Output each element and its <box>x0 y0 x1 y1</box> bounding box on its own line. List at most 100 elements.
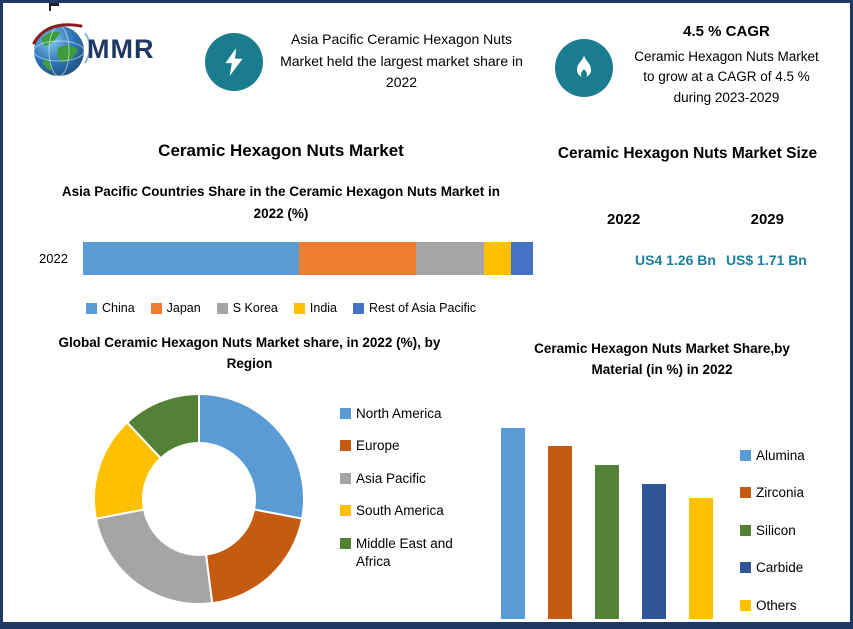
bar-alumina <box>501 427 525 619</box>
legend-label-south-america: South America <box>356 503 444 519</box>
stacked-bar-row: 2022 <box>21 242 541 276</box>
legend-label-alumina: Alumina <box>756 447 805 463</box>
legend-item-europe: Europe <box>340 437 480 455</box>
legend-swatch-asia-pacific <box>340 472 351 484</box>
material-chart-title: Ceramic Hexagon Nuts Market Share,by Mat… <box>534 341 790 377</box>
cagr-block: 4.5 % CAGR Ceramic Hexagon Nuts Market t… <box>629 23 824 108</box>
stacked-segment-china <box>83 242 299 276</box>
market-size-year-start: 2022 <box>607 211 641 228</box>
corner-mark <box>49 3 59 11</box>
market-size-title: Ceramic Hexagon Nuts Market Size <box>557 145 818 162</box>
legend-label-others: Others <box>756 598 797 614</box>
market-size-years: 2022 2029 <box>535 211 840 228</box>
market-size-section: Ceramic Hexagon Nuts Market Size 2022 20… <box>535 145 840 268</box>
donut-segment-middle-east-and-africa <box>125 392 200 460</box>
legend-swatch-north-america <box>340 407 351 419</box>
legend-swatch-japan <box>150 302 162 314</box>
stacked-segment-japan <box>299 242 416 276</box>
legend-item-carbide: Carbide <box>740 559 843 577</box>
legend-swatch-europe <box>340 440 351 452</box>
stacked-segment-rest-of-asia-pacific <box>510 242 533 276</box>
legend-label-zirconia: Zirconia <box>756 485 805 501</box>
legend-swatch-s-korea <box>216 302 228 314</box>
market-size-value-end: US$ 1.71 Bn <box>725 252 807 268</box>
market-size-values: US4 1.26 Bn US$ 1.71 Bn <box>635 252 840 268</box>
legend-label-japan: Japan <box>166 301 201 316</box>
legend-label-silicon: Silicon <box>756 522 796 538</box>
region-share-section: Global Ceramic Hexagon Nuts Market share… <box>17 333 482 614</box>
legend-swatch-silicon <box>740 524 751 536</box>
legend-label-india: India <box>309 301 337 316</box>
material-bar-chart <box>501 395 713 619</box>
lightning-icon <box>225 47 243 76</box>
brand-name: MMR <box>87 33 155 64</box>
legend-item-india: India <box>293 301 337 316</box>
region-donut-chart <box>89 389 309 614</box>
legend-swatch-china <box>85 302 97 314</box>
legend-swatch-south-america <box>340 505 351 517</box>
donut-segment-asia-pacific <box>94 508 214 605</box>
callout-market-share-text: Asia Pacific Ceramic Hexagon Nuts Market… <box>280 31 523 91</box>
legend-item-zirconia: Zirconia <box>740 484 843 502</box>
asia-share-section: Ceramic Hexagon Nuts Market Asia Pacific… <box>21 141 541 315</box>
donut-segment-europe <box>204 508 304 605</box>
legend-item-silicon: Silicon <box>740 522 843 540</box>
legend-label-middle-east-and-africa: Middle East and Africa <box>356 536 453 569</box>
brand-logo: MMR <box>27 17 154 81</box>
legend-item-china: China <box>85 301 135 316</box>
bar-carbide <box>642 483 666 619</box>
region-chart-body: North America Europe Asia Pacific South Ame… <box>17 389 482 614</box>
legend-label-europe: Europe <box>356 438 400 454</box>
legend-label-north-america: North America <box>356 405 442 421</box>
bar-zirconia <box>548 446 572 619</box>
flame-icon <box>577 55 591 78</box>
material-share-section: Ceramic Hexagon Nuts Market Share,by Mat… <box>481 339 843 619</box>
cagr-value: 4.5 % CAGR <box>683 23 770 40</box>
legend-swatch-rest-of-asia-pacific <box>353 302 364 314</box>
legend-swatch-carbide <box>740 562 751 574</box>
legend-label-rest-of-asia-pacific: Rest of Asia Pacific <box>369 301 476 316</box>
market-size-year-end: 2029 <box>750 211 784 228</box>
legend-item-rest-of-asia-pacific: Rest of Asia Pacific <box>353 301 476 315</box>
legend-item-south-america: South America <box>340 502 480 520</box>
globe-icon <box>32 23 91 77</box>
asia-share-legend: China Japan S Korea India Rest of Asia Pacif… <box>21 301 541 315</box>
legend-swatch-zirconia <box>740 487 751 499</box>
legend-item-s-korea: S Korea <box>216 301 278 316</box>
legend-item-others: Others <box>740 597 843 615</box>
stacked-bar-category-label: 2022 <box>39 251 68 267</box>
legend-item-middle-east-and-africa: Middle East and Africa <box>340 535 480 570</box>
legend-swatch-india <box>293 302 305 314</box>
material-chart-body: Alumina Zirconia Silicon Carbide Others <box>481 395 843 619</box>
legend-swatch-middle-east-and-africa <box>340 538 351 550</box>
callout-market-share: Asia Pacific Ceramic Hexagon Nuts Market… <box>205 29 524 94</box>
bar-silicon <box>595 464 619 619</box>
asia-share-chart-title: Asia Pacific Countries Share in the Cera… <box>61 184 501 221</box>
stacked-segment-india <box>483 242 511 276</box>
legend-swatch-alumina <box>740 449 751 461</box>
cagr-text: Ceramic Hexagon Nuts Market to grow at a… <box>634 49 819 105</box>
donut-segment-north-america <box>198 392 305 520</box>
callout-badge <box>555 39 613 97</box>
stacked-segment-s-korea <box>416 242 484 276</box>
legend-label-asia-pacific: Asia Pacific <box>356 470 426 486</box>
legend-item-asia-pacific: Asia Pacific <box>340 470 480 488</box>
legend-swatch-others <box>740 600 751 612</box>
legend-item-alumina: Alumina <box>740 447 843 465</box>
legend-item-north-america: North America <box>340 405 480 423</box>
region-chart-title: Global Ceramic Hexagon Nuts Market share… <box>58 335 441 371</box>
section-title: Ceramic Hexagon Nuts Market <box>158 141 404 160</box>
region-legend: North America Europe Asia Pacific South Ame… <box>340 405 480 614</box>
market-size-value-start: US4 1.26 Bn <box>635 252 716 268</box>
legend-item-japan: Japan <box>150 301 201 316</box>
bar-others <box>689 497 713 619</box>
material-legend: Alumina Zirconia Silicon Carbide Others <box>740 447 843 619</box>
callout-badge <box>205 32 263 91</box>
legend-label-china: China <box>101 301 135 316</box>
donut-chart-svg <box>93 392 305 605</box>
legend-label-s-korea: S Korea <box>232 301 278 316</box>
callout-cagr: 4.5 % CAGR Ceramic Hexagon Nuts Market t… <box>555 23 824 108</box>
stacked-bar-chart <box>83 242 533 276</box>
legend-label-carbide: Carbide <box>756 560 804 576</box>
